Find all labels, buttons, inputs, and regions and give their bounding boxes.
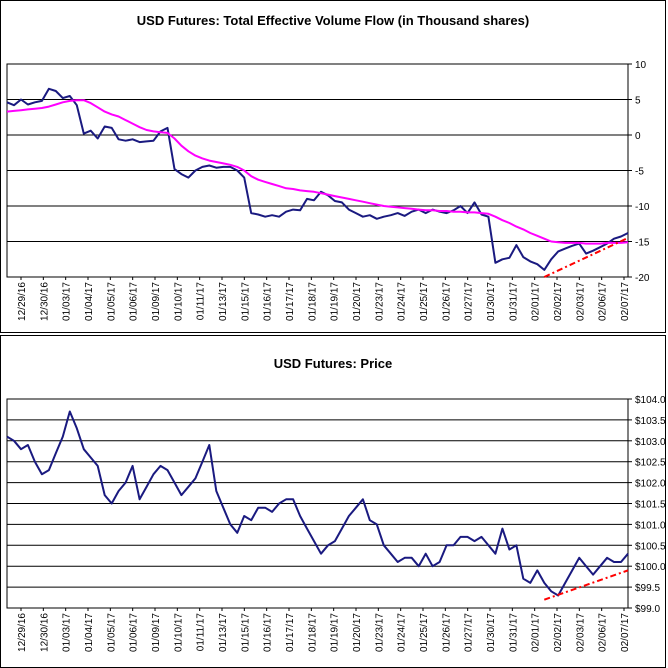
price-x-tick-label: 01/04/17: [84, 613, 95, 652]
volume-x-tick-label: 01/19/17: [330, 282, 341, 321]
price-chart-title: USD Futures: Price: [273, 356, 393, 371]
volume-x-tick-label: 01/24/17: [397, 282, 408, 321]
price-chart-panel: USD Futures: Price $104.0 $103.5 $103.0 $10…: [0, 335, 666, 668]
price-y-tick-label: $99.0: [635, 604, 660, 615]
price-x-tick-label: 01/11/17: [196, 613, 207, 652]
volume-y-tick-label: -10: [635, 202, 650, 213]
volume-y-tick-label: -20: [635, 273, 650, 284]
volume-x-tick-label: 02/06/17: [598, 282, 609, 321]
volume-x-tick-label: 01/04/17: [84, 282, 95, 321]
price-y-tick-label: $103.0: [635, 437, 665, 448]
volume-flow-chart: 10 5 0 -5 -10 -15 -20 12/29/16 12/30/16 01/03/17 0…: [6, 60, 650, 321]
volume-x-tick-label: 12/29/16: [17, 282, 28, 321]
volume-x-tick-label: 01/27/17: [464, 282, 475, 321]
volume-x-tick-label: 12/30/16: [39, 282, 50, 321]
price-chart: $104.0 $103.5 $103.0 $102.5 $102.0 $101.5 $101…: [6, 395, 665, 652]
price-y-tick-label: $102.0: [635, 479, 665, 490]
volume-y-tick-label: 10: [635, 60, 647, 71]
price-x-tick-label: 01/13/17: [218, 613, 229, 652]
volume-series-line-1: [6, 99, 629, 245]
price-y-tick-label: $103.5: [635, 416, 665, 427]
volume-trendline: [543, 237, 629, 278]
price-x-tick-label: 12/29/16: [17, 613, 28, 652]
price-x-tick-label: 02/01/17: [531, 613, 542, 652]
volume-y-tick-label: -15: [635, 238, 650, 249]
volume-x-tick-label: 01/26/17: [441, 282, 452, 321]
price-x-tick-label: 01/24/17: [397, 613, 408, 652]
price-x-tick-label: 01/31/17: [508, 613, 519, 652]
price-x-tick-label: 02/02/17: [553, 613, 564, 652]
price-x-tick-label: 01/20/17: [352, 613, 363, 652]
price-x-tick-label: 01/05/17: [106, 613, 117, 652]
volume-x-tick-label: 01/20/17: [352, 282, 363, 321]
price-x-tick-label: 01/15/17: [240, 613, 251, 652]
volume-x-tick-label: 01/15/17: [240, 282, 251, 321]
volume-x-tick-label: 01/13/17: [218, 282, 229, 321]
price-x-tick-label: 01/25/17: [419, 613, 430, 652]
volume-x-tick-label: 01/11/17: [196, 282, 207, 321]
price-y-tick-label: $101.0: [635, 520, 665, 531]
volume-x-tick-label: 01/31/17: [508, 282, 519, 321]
price-x-tick-label: 01/27/17: [464, 613, 475, 652]
volume-x-tick-label: 01/03/17: [62, 282, 73, 321]
price-x-tick-label: 01/19/17: [330, 613, 341, 652]
price-trendline: [543, 569, 629, 601]
volume-x-tick-label: 01/30/17: [486, 282, 497, 321]
price-y-tick-label: $102.5: [635, 458, 665, 469]
price-x-tick-label: 01/16/17: [263, 613, 274, 652]
volume-flow-chart-title: USD Futures: Total Effective Volume Flow…: [136, 13, 530, 28]
price-y-tick-label: $100.0: [635, 562, 665, 573]
volume-series-line-0: [6, 87, 629, 271]
price-x-tick-label: 02/06/17: [598, 613, 609, 652]
volume-y-tick-label: 0: [635, 131, 641, 142]
price-x-tick-label: 01/09/17: [151, 613, 162, 652]
price-x-tick-label: 02/03/17: [575, 613, 586, 652]
volume-x-tick-label: 01/23/17: [374, 282, 385, 321]
price-x-tick-label: 01/23/17: [374, 613, 385, 652]
volume-x-tick-label: 02/03/17: [575, 282, 586, 321]
volume-x-tick-label: 01/25/17: [419, 282, 430, 321]
volume-x-tick-label: 01/10/17: [173, 282, 184, 321]
volume-y-tick-label: -5: [635, 167, 644, 178]
volume-x-tick-label: 01/18/17: [307, 282, 318, 321]
price-series-line-0: [6, 410, 629, 597]
volume-x-tick-label: 02/02/17: [553, 282, 564, 321]
volume-x-tick-label: 02/01/17: [531, 282, 542, 321]
price-x-tick-label: 01/03/17: [62, 613, 73, 652]
price-x-tick-label: 01/30/17: [486, 613, 497, 652]
price-x-tick-label: 01/26/17: [441, 613, 452, 652]
volume-x-tick-label: 01/05/17: [106, 282, 117, 321]
price-x-tick-label: 02/07/17: [620, 613, 631, 652]
price-y-tick-label: $100.5: [635, 541, 665, 552]
price-x-tick-label: 01/18/17: [307, 613, 318, 652]
volume-y-tick-label: 5: [635, 96, 641, 107]
price-x-tick-label: 12/30/16: [39, 613, 50, 652]
price-x-tick-label: 01/17/17: [285, 613, 296, 652]
price-x-tick-label: 01/06/17: [129, 613, 140, 652]
volume-x-tick-label: 01/06/17: [129, 282, 140, 321]
volume-x-tick-label: 01/16/17: [263, 282, 274, 321]
volume-x-tick-label: 01/09/17: [151, 282, 162, 321]
volume-x-tick-label: 02/07/17: [620, 282, 631, 321]
price-y-tick-label: $101.5: [635, 500, 665, 511]
price-y-tick-label: $104.0: [635, 395, 665, 406]
volume-flow-chart-panel: USD Futures: Total Effective Volume Flow…: [0, 0, 666, 333]
price-x-tick-label: 01/10/17: [173, 613, 184, 652]
price-y-tick-label: $99.5: [635, 583, 660, 594]
volume-x-tick-label: 01/17/17: [285, 282, 296, 321]
